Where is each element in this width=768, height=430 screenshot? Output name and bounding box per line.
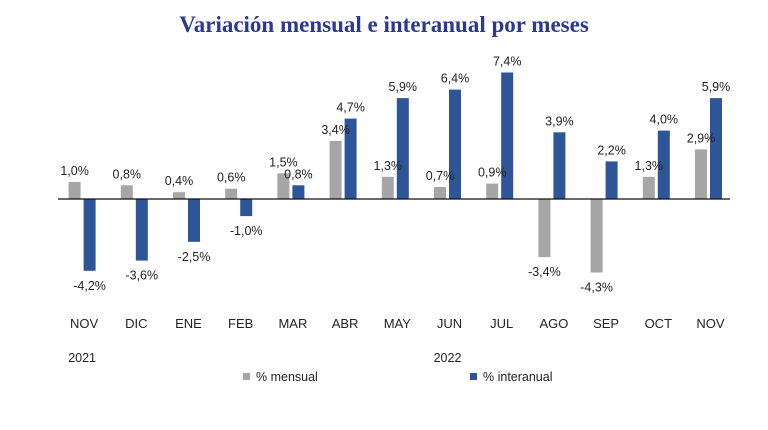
category-tick-9: AGO — [539, 316, 568, 331]
data-label-interanual-6: 5,9% — [389, 80, 418, 94]
data-label-interanual-7: 6,4% — [441, 72, 470, 86]
data-label-mensual-1: 0,8% — [113, 167, 142, 181]
data-label-interanual-3: -1,0% — [230, 224, 263, 238]
bar-mensual-11 — [642, 176, 655, 199]
legend-label-interanual: % interanual — [483, 370, 553, 384]
data-label-mensual-0: 1,0% — [60, 164, 89, 178]
data-label-mensual-2: 0,4% — [165, 174, 194, 188]
category-tick-12: NOV — [696, 316, 725, 331]
data-label-mensual-5: 3,4% — [321, 123, 350, 137]
category-tick-7: JUN — [437, 316, 462, 331]
bar-interanual-4 — [292, 185, 305, 199]
bar-interanual-10 — [605, 161, 618, 199]
bar-mensual-3 — [225, 188, 238, 199]
bar-interanual-8 — [501, 72, 514, 199]
category-tick-3: FEB — [228, 316, 253, 331]
bar-interanual-0 — [83, 199, 96, 271]
bar-mensual-6 — [381, 176, 394, 199]
bar-mensual-9 — [538, 199, 551, 258]
bar-interanual-2 — [188, 199, 200, 242]
bar-mensual-2 — [173, 192, 185, 199]
year-label-0: 2021 — [68, 351, 96, 365]
data-label-interanual-12: 5,9% — [702, 80, 731, 94]
bar-interanual-9 — [553, 132, 566, 199]
category-tick-11: OCT — [645, 316, 673, 331]
bar-mensual-10 — [590, 199, 603, 273]
legend-swatch-interanual — [470, 373, 477, 380]
category-tick-5: ABR — [332, 316, 359, 331]
data-label-interanual-9: 3,9% — [545, 114, 574, 128]
data-label-interanual-10: 2,2% — [597, 143, 626, 157]
chart-title: Variación mensual e interanual por meses — [179, 12, 589, 37]
category-tick-8: JUL — [490, 316, 513, 331]
legend-swatch-mensual — [243, 373, 250, 380]
data-label-interanual-8: 7,4% — [493, 55, 522, 69]
bar-interanual-12 — [710, 98, 722, 199]
data-label-mensual-11: 1,3% — [635, 159, 664, 173]
legend: % mensual % interanual — [243, 370, 553, 384]
category-tick-1: DIC — [125, 316, 147, 331]
data-label-mensual-12: 2,9% — [687, 131, 716, 145]
bar-interanual-6 — [396, 98, 409, 199]
category-tick-2: ENE — [175, 316, 202, 331]
data-labels-layer: 1,0% 0,8% 0,4% 0,6% 1,5% 3,4% 1,3% 0,7% 0,9% -3,4… — [60, 55, 730, 295]
data-label-interanual-2: -2,5% — [178, 250, 211, 264]
data-label-interanual-11: 4,0% — [650, 113, 679, 127]
bar-interanual-1 — [135, 199, 148, 261]
category-tick-6: MAY — [384, 316, 412, 331]
bar-interanual-3 — [240, 199, 253, 217]
legend-label-mensual: % mensual — [256, 370, 318, 384]
year-labels-layer: 2021 2022 — [68, 351, 461, 365]
data-label-mensual-4: 1,5% — [269, 155, 298, 169]
bar-mensual-8 — [486, 183, 499, 199]
bar-mensual-0 — [68, 181, 81, 199]
category-tick-0: NOV — [70, 316, 99, 331]
bars-layer — [68, 72, 722, 273]
data-label-interanual-1: -3,6% — [125, 269, 158, 283]
data-label-interanual-0: -4,2% — [73, 279, 106, 293]
bar-interanual-5 — [344, 118, 357, 199]
year-label-1: 2022 — [434, 351, 462, 365]
bar-mensual-1 — [120, 185, 133, 199]
bar-mensual-4 — [277, 173, 290, 199]
category-ticks-layer: NOV DIC ENE FEB MAR ABR MAY JUN JUL AGO SEP OCT NOV — [70, 316, 725, 331]
data-label-mensual-8: 0,9% — [478, 166, 507, 180]
data-label-interanual-4: 0,8% — [284, 167, 313, 181]
data-label-mensual-3: 0,6% — [217, 171, 246, 185]
data-label-interanual-5: 4,7% — [336, 101, 365, 115]
bar-mensual-7 — [434, 187, 446, 199]
bar-interanual-7 — [449, 89, 461, 199]
data-label-mensual-7: 0,7% — [426, 169, 455, 183]
bar-interanual-11 — [657, 130, 670, 199]
data-label-mensual-6: 1,3% — [374, 159, 403, 173]
category-tick-10: SEP — [593, 316, 619, 331]
category-tick-4: MAR — [278, 316, 307, 331]
data-label-mensual-10: -4,3% — [580, 281, 613, 295]
data-label-mensual-9: -3,4% — [528, 265, 561, 279]
bar-mensual-5 — [329, 140, 342, 199]
bar-mensual-12 — [695, 149, 707, 199]
